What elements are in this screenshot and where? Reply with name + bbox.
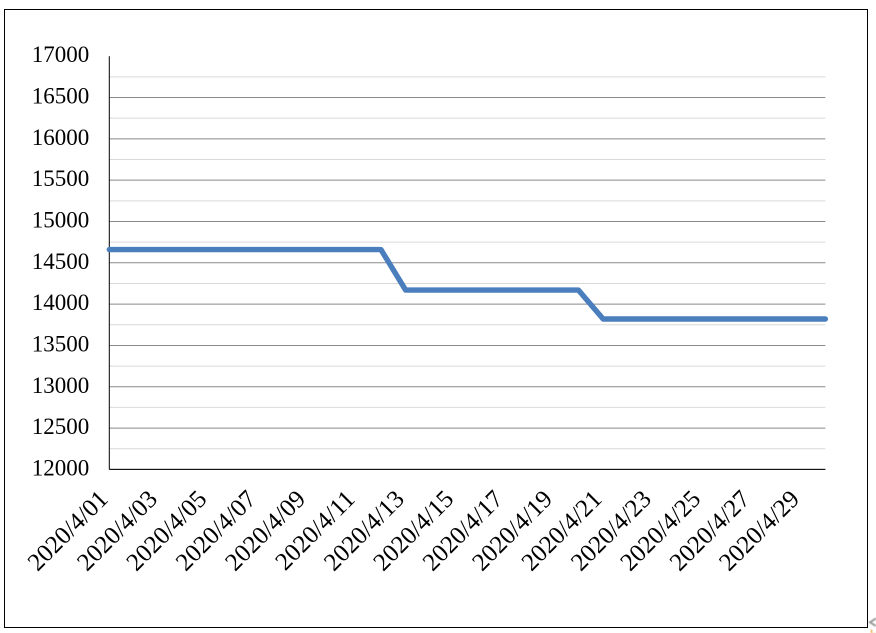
svg-text:15500: 15500 <box>32 166 90 191</box>
svg-text:14000: 14000 <box>32 290 90 315</box>
svg-text:16500: 16500 <box>32 84 90 109</box>
svg-text:17000: 17000 <box>32 42 90 67</box>
svg-text:13000: 13000 <box>32 373 90 398</box>
svg-text:12000: 12000 <box>32 455 90 480</box>
svg-text:13500: 13500 <box>32 331 90 356</box>
svg-text:14500: 14500 <box>32 249 90 274</box>
svg-text:16000: 16000 <box>32 125 90 150</box>
svg-text:12500: 12500 <box>32 414 90 439</box>
svg-text:15000: 15000 <box>32 207 90 232</box>
